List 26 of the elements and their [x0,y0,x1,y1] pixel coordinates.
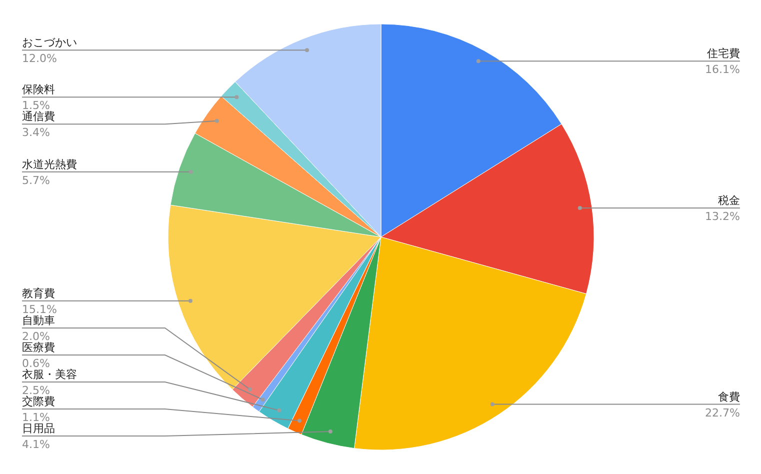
data-label: 15.1% [22,302,57,316]
slice-label: 自動車 [22,314,55,327]
slice-label: おこづかい [22,36,77,50]
data-label: 5.7% [22,174,50,187]
data-label: 4.1% [22,438,50,451]
data-label: 13.2% [705,210,740,224]
slice-label: 通信費 [22,110,55,124]
data-label: 1.5% [22,99,50,112]
slice-label: 医療費 [22,341,55,354]
data-label: 3.4% [22,126,50,140]
slice-label: 住宅費 [707,47,740,60]
data-label: 2.5% [22,384,50,397]
slice-label: 日用品 [22,422,55,435]
slice-label: 水道光熱費 [22,158,77,171]
data-label: 12.0% [22,52,57,66]
slice-label: 教育費 [22,286,55,300]
data-label: 1.1% [22,411,50,424]
data-label: 2.0% [22,330,50,343]
slice-label: 衣服・美容 [22,368,77,381]
data-label: 16.1% [705,63,740,76]
slice-label: 保険料 [22,83,55,96]
slice-label: 交際費 [22,395,55,408]
data-label: 22.7% [705,406,740,420]
slice-label: 税金 [718,194,740,208]
data-label: 0.6% [22,357,50,370]
slice-label: 食費 [718,390,740,404]
